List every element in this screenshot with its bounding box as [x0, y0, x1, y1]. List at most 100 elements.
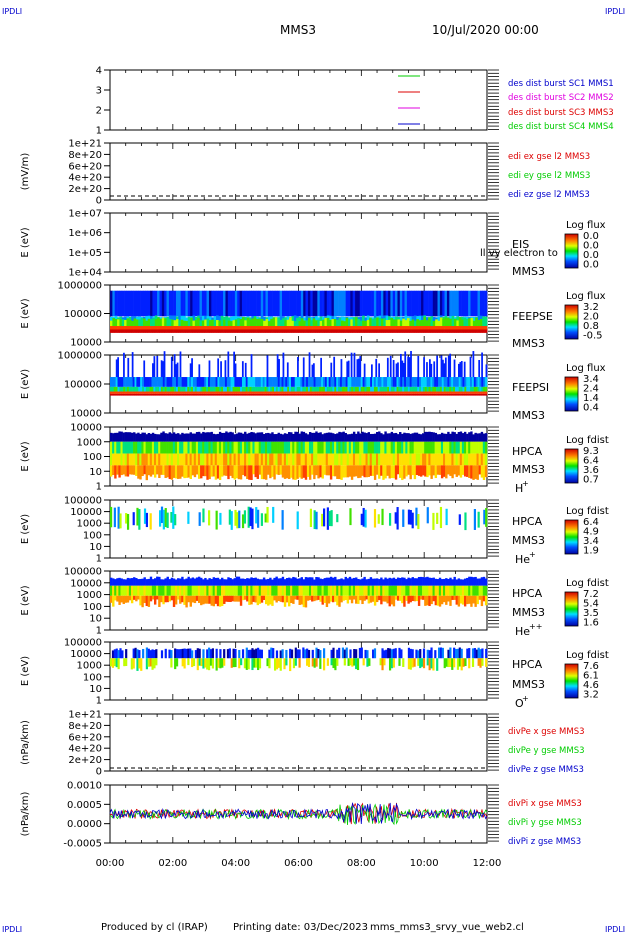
legend-entry: edi ez gse l2 MMS3 — [508, 190, 590, 200]
spectrogram-cell — [424, 393, 427, 396]
spectrogram-cell — [159, 326, 163, 331]
spectrogram-cell — [145, 465, 148, 481]
spectrogram-cell — [218, 585, 222, 596]
spectrogram-cell — [154, 290, 158, 317]
spectrogram-cell — [174, 595, 178, 605]
spectrogram-cell — [294, 377, 297, 387]
spectrogram-cell — [411, 512, 414, 529]
spectrogram-cell — [249, 290, 252, 317]
spectrogram-cell — [367, 432, 371, 442]
spectrogram-cell — [323, 433, 327, 442]
spectrogram-cell — [126, 453, 130, 466]
spectrogram-cell — [145, 393, 148, 396]
spectrogram-cell — [252, 453, 255, 466]
spectrogram-cell — [113, 393, 116, 396]
y-tick-label: 100 — [83, 602, 102, 613]
spectrogram-cell — [436, 434, 440, 442]
spectrogram-cell — [253, 329, 257, 333]
spectrogram-cell — [338, 431, 341, 442]
spectrogram-cell — [245, 391, 248, 394]
spectrogram-cell — [179, 453, 182, 466]
spectrogram-cell — [260, 585, 264, 596]
spectrogram-cell — [118, 465, 121, 478]
spectrogram-cell — [375, 441, 379, 454]
spectrogram-cell — [258, 453, 262, 466]
spectrogram-cell — [428, 577, 431, 586]
spectrogram-cell — [329, 319, 332, 328]
spectrogram-cell — [277, 317, 280, 328]
spectrogram-cell — [153, 391, 156, 394]
spectrogram-cell — [416, 326, 419, 331]
spectrogram-cell — [411, 386, 414, 392]
spectrogram-cell — [221, 595, 224, 606]
spectrogram-cell — [185, 585, 188, 596]
spectrogram-cell — [157, 290, 160, 317]
spectrogram-cell — [355, 329, 358, 333]
spectrogram-cell — [428, 329, 431, 333]
spectrogram-cell — [272, 393, 275, 396]
spectrogram-cell — [196, 648, 199, 659]
spectrogram-cell — [131, 352, 134, 382]
spectrogram-cell — [208, 377, 211, 387]
spectrogram-cell — [363, 585, 366, 596]
spectrogram-cell — [230, 290, 233, 317]
spectrogram-cell — [112, 329, 116, 333]
spectrogram-cell — [172, 585, 176, 596]
spectrogram-cell — [348, 465, 352, 477]
spectrogram-cell — [237, 585, 241, 596]
spectrogram-cell — [217, 386, 220, 392]
spectrogram-cell — [413, 658, 416, 667]
spectrogram-cell — [432, 658, 435, 671]
spectrogram-cell — [456, 386, 460, 392]
spectrogram-cell — [223, 579, 226, 586]
spectrogram-cell — [449, 391, 452, 394]
spectrogram-cell — [471, 377, 475, 387]
spectrogram-cell — [220, 326, 224, 331]
spectrogram-cell — [350, 585, 354, 596]
spectrogram-cell — [116, 585, 119, 596]
spectrogram-cell — [255, 386, 258, 392]
spectrogram-cell — [332, 377, 335, 387]
spectrogram-cell — [200, 391, 203, 394]
spectrogram-cell — [359, 356, 362, 382]
spectrogram-cell — [405, 391, 409, 394]
spectrogram-cell — [244, 578, 247, 586]
spectrogram-cell — [199, 320, 203, 328]
spectrogram-cell — [302, 585, 306, 596]
spectrogram-cell — [137, 579, 140, 586]
spectrogram-cell — [396, 393, 399, 396]
spectrogram-cell — [432, 585, 435, 596]
spectrogram-cell — [339, 377, 343, 387]
spectrogram-cell — [314, 320, 318, 328]
spectrogram-cell — [484, 453, 488, 466]
species-label: O — [515, 697, 524, 710]
spectrogram-cell — [288, 441, 291, 454]
spectrogram-cell — [143, 453, 146, 466]
spectrogram-cell — [435, 319, 438, 328]
spectrogram-cell — [343, 391, 346, 394]
spectrogram-cell — [111, 386, 115, 392]
spectrogram-cell — [319, 320, 323, 328]
spectrogram-cell — [313, 510, 316, 530]
spectrogram-cell — [474, 595, 477, 607]
spectrogram-cell — [227, 326, 231, 331]
spectrogram-cell — [254, 577, 257, 586]
spectrogram-cell — [263, 329, 266, 333]
spectrogram-cell — [385, 391, 388, 394]
spectrogram-cell — [296, 453, 299, 466]
spectrogram-cell — [210, 595, 213, 606]
spectrogram-cell — [472, 329, 476, 333]
spectrogram-cell — [470, 326, 474, 331]
spectrogram-cell — [185, 321, 189, 328]
spectrogram-cell — [120, 578, 123, 586]
spectrogram-cell — [426, 585, 429, 596]
spectrogram-cell — [241, 433, 245, 442]
spectrogram-cell — [455, 585, 458, 596]
spectrogram-cell — [432, 391, 435, 394]
spectrogram-cell — [365, 465, 368, 478]
spectrogram-cell — [437, 393, 441, 396]
spectrogram-cell — [245, 377, 248, 387]
spectrogram-cell — [149, 433, 153, 442]
spectrogram-cell — [342, 585, 345, 596]
spectrogram-cell — [413, 595, 417, 602]
